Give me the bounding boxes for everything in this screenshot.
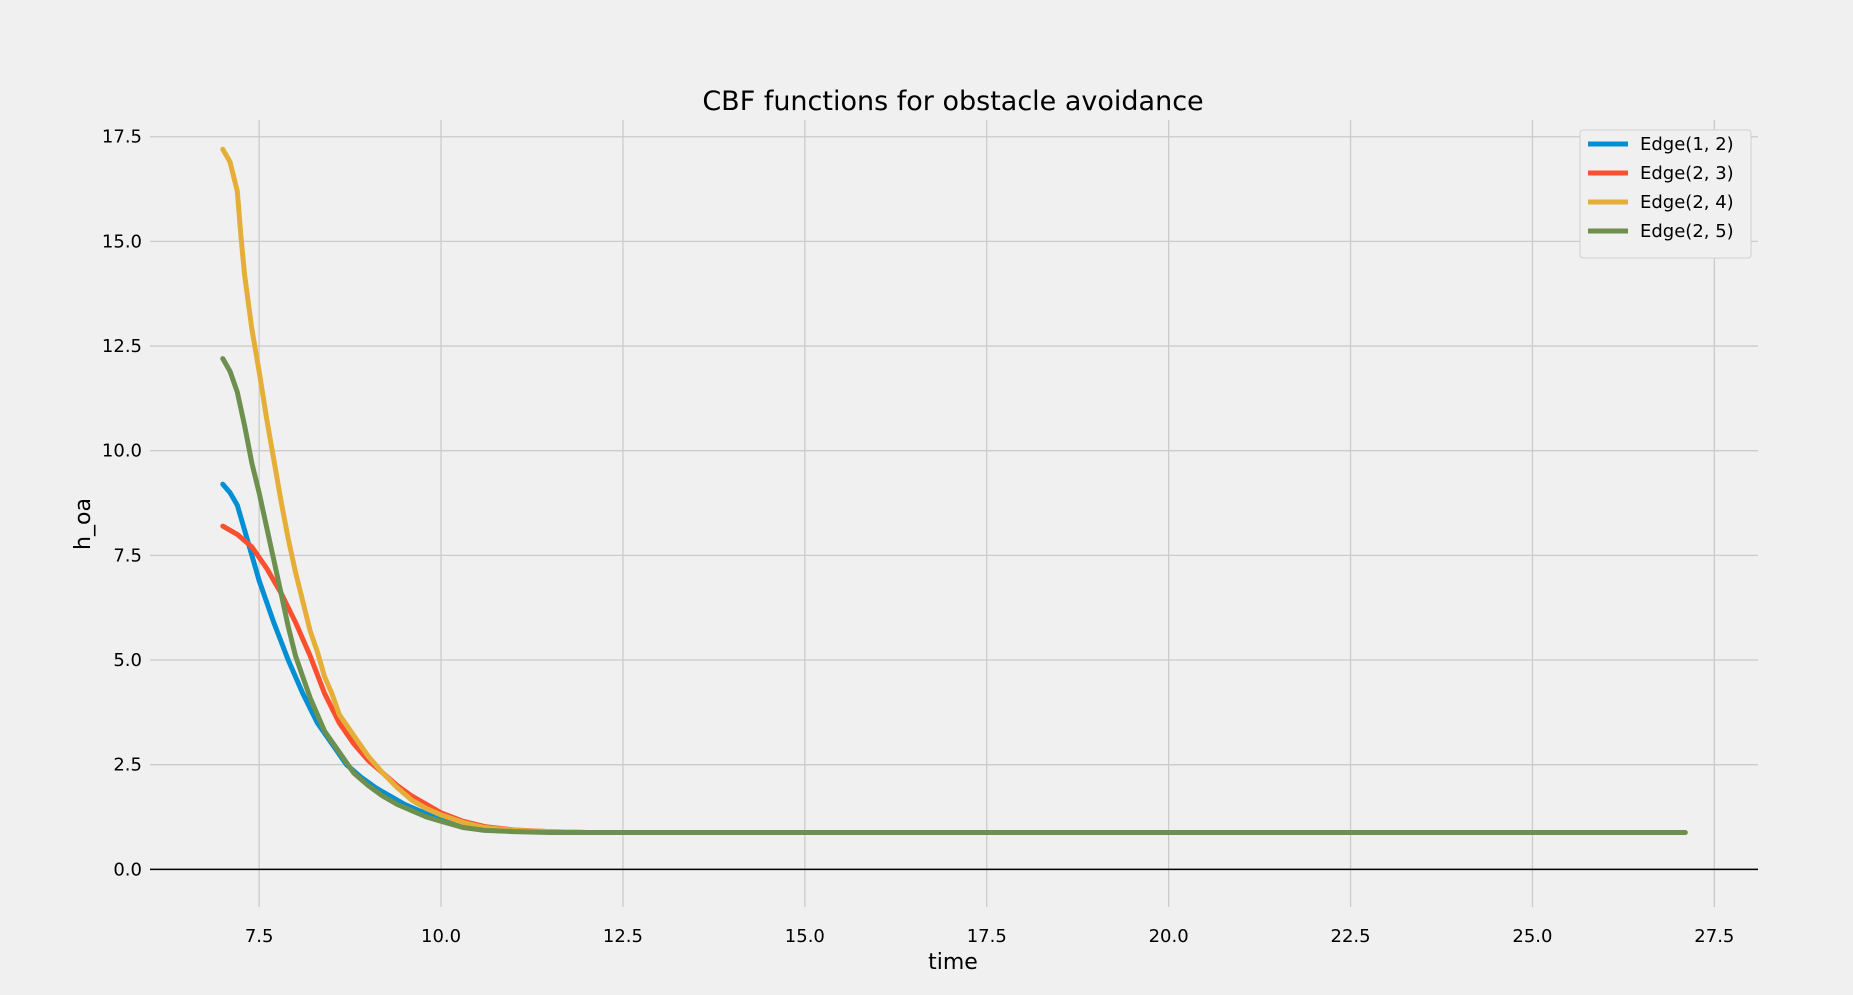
- y-tick-label: 2.5: [113, 755, 142, 776]
- x-tick-label: 12.5: [603, 926, 643, 947]
- x-tick-label: 7.5: [245, 926, 274, 947]
- x-tick-label: 25.0: [1512, 926, 1552, 947]
- x-tick-label: 22.5: [1331, 926, 1371, 947]
- series-line-4: [220, 356, 1688, 835]
- y-tick-label: 0.0: [113, 859, 142, 880]
- tick-labels: 7.5 10.0 12.5 15.0 17.5 20.0 22.5 25.0 27.5 0.0 2.…: [102, 127, 1734, 947]
- legend-label: Edge(2, 5): [1640, 221, 1734, 242]
- x-tick-label: 10.0: [421, 926, 461, 947]
- y-tick-label: 7.5: [113, 545, 142, 566]
- legend-label: Edge(2, 3): [1640, 163, 1734, 184]
- y-axis-label: h_oa: [71, 498, 96, 550]
- x-axis-label: time: [928, 950, 978, 975]
- y-tick-label: 15.0: [102, 231, 142, 252]
- y-tick-label: 17.5: [102, 127, 142, 148]
- series-line-3: [220, 146, 1688, 835]
- y-tick-label: 5.0: [113, 650, 142, 671]
- y-tick-label: 10.0: [102, 441, 142, 462]
- series-lines: [220, 146, 1688, 835]
- legend-box: [1579, 129, 1752, 259]
- series-line-1: [220, 481, 1688, 835]
- x-tick-label: 15.0: [785, 926, 825, 947]
- chart-title: CBF functions for obstacle avoidance: [702, 86, 1203, 117]
- x-tick-label: 20.0: [1149, 926, 1189, 947]
- legend-label: Edge(1, 2): [1640, 134, 1734, 155]
- legend: Edge(1, 2) Edge(2, 3) Edge(2, 4) Edge(2, 5): [1579, 129, 1752, 259]
- y-tick-label: 12.5: [102, 336, 142, 357]
- x-tick-label: 27.5: [1694, 926, 1734, 947]
- series-line-2: [220, 523, 1688, 835]
- grid: [150, 120, 1758, 907]
- x-tick-label: 17.5: [967, 926, 1007, 947]
- legend-label: Edge(2, 4): [1640, 192, 1734, 213]
